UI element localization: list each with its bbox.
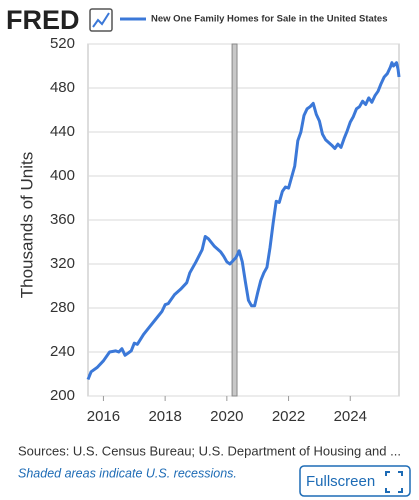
logo-icon <box>89 8 113 32</box>
fullscreen-button[interactable]: Fullscreen <box>299 465 411 497</box>
y-tick-label: 240 <box>50 343 75 360</box>
x-tick-label: 2020 <box>210 408 243 425</box>
y-tick-label: 400 <box>50 167 75 184</box>
x-tick-label: 2016 <box>87 408 120 425</box>
y-tick-label: 360 <box>50 211 75 228</box>
recession-note: Shaded areas indicate U.S. recessions. <box>18 466 237 480</box>
y-tick-label: 520 <box>50 35 75 52</box>
legend-label: New One Family Homes for Sale in the Uni… <box>151 14 388 25</box>
y-tick-label: 440 <box>50 123 75 140</box>
x-tick-label: 2024 <box>334 408 367 425</box>
x-tick-label: 2018 <box>148 408 181 425</box>
y-axis-label: Thousands of Units <box>17 152 36 298</box>
plot: 200 240 280 320 360 400 440 480 520 2016 2018 2020 2… <box>50 35 401 425</box>
y-tick-label: 280 <box>50 299 75 316</box>
x-tick-label: 2022 <box>272 408 305 425</box>
y-tick-label: 320 <box>50 255 75 272</box>
fullscreen-label[interactable]: Fullscreen <box>306 473 375 490</box>
series-line <box>86 61 401 381</box>
logo: FRED <box>6 5 80 35</box>
recession-band <box>231 43 238 397</box>
sources: Sources: U.S. Census Bureau; U.S. Depart… <box>18 443 401 458</box>
y-tick-label: 200 <box>50 387 75 404</box>
y-tick-label: 480 <box>50 79 75 96</box>
